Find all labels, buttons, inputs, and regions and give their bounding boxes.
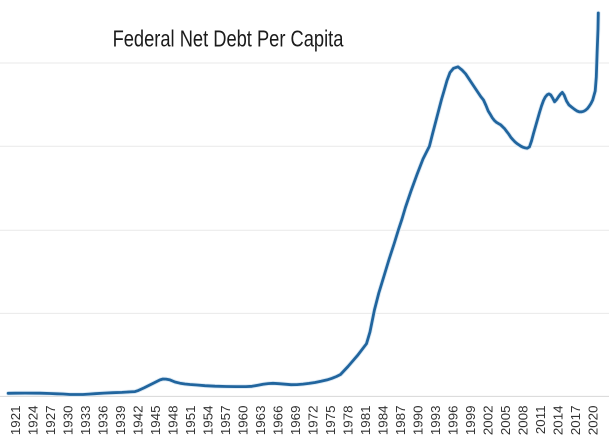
svg-text:1933: 1933 xyxy=(78,406,93,436)
svg-text:1975: 1975 xyxy=(323,406,338,436)
svg-text:1999: 1999 xyxy=(463,406,478,436)
svg-text:1924: 1924 xyxy=(26,406,41,436)
svg-text:1993: 1993 xyxy=(428,406,443,436)
svg-text:2005: 2005 xyxy=(498,406,513,436)
svg-text:1951: 1951 xyxy=(183,406,198,436)
svg-text:1990: 1990 xyxy=(411,406,426,436)
svg-text:1942: 1942 xyxy=(131,406,146,436)
svg-text:1957: 1957 xyxy=(218,406,233,436)
svg-text:2011: 2011 xyxy=(533,406,548,435)
svg-text:1972: 1972 xyxy=(306,406,321,436)
svg-text:2014: 2014 xyxy=(551,406,566,436)
svg-text:1978: 1978 xyxy=(341,406,356,436)
svg-text:1930: 1930 xyxy=(61,406,76,436)
svg-text:2020: 2020 xyxy=(586,406,601,436)
svg-text:2002: 2002 xyxy=(481,406,496,436)
svg-text:1963: 1963 xyxy=(253,406,268,436)
svg-text:1948: 1948 xyxy=(166,406,181,436)
svg-text:2017: 2017 xyxy=(568,406,583,436)
svg-text:1936: 1936 xyxy=(96,406,111,436)
svg-text:1966: 1966 xyxy=(271,406,286,436)
svg-text:2008: 2008 xyxy=(516,406,531,436)
svg-text:1921: 1921 xyxy=(8,406,23,436)
svg-text:1945: 1945 xyxy=(148,406,163,436)
svg-text:1954: 1954 xyxy=(201,406,216,436)
svg-text:1939: 1939 xyxy=(113,406,128,436)
svg-text:1927: 1927 xyxy=(43,406,58,436)
svg-text:Federal Net Debt Per Capita: Federal Net Debt Per Capita xyxy=(113,26,344,52)
svg-text:1969: 1969 xyxy=(288,406,303,436)
svg-text:1981: 1981 xyxy=(358,406,373,436)
svg-text:1960: 1960 xyxy=(236,406,251,436)
svg-text:1987: 1987 xyxy=(393,406,408,436)
svg-text:1984: 1984 xyxy=(376,406,391,436)
svg-text:1996: 1996 xyxy=(446,406,461,436)
